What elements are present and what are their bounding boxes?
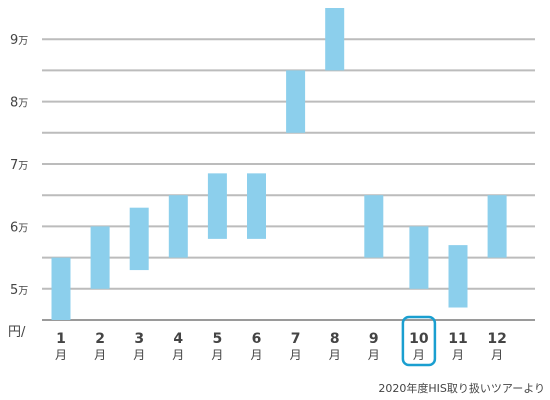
x-tick-month-unit: 月 (329, 348, 341, 362)
x-tick-month-unit: 月 (368, 348, 380, 362)
x-tick-month-number: 9 (369, 331, 379, 347)
highlight-box (401, 315, 437, 367)
range-bar (168, 195, 188, 258)
x-tick-month-unit: 月 (211, 348, 223, 362)
range-bar (409, 226, 429, 289)
y-tick-label: 6万 (10, 220, 28, 235)
range-bar (448, 245, 468, 308)
x-tick-month-unit: 月 (413, 348, 425, 362)
range-bar (325, 8, 345, 71)
x-tick-month-unit: 月 (250, 348, 262, 362)
x-tick-month-number: 3 (134, 331, 144, 347)
x-tick-month-unit: 月 (290, 348, 302, 362)
source-note: 2020年度HIS取り扱いツアーより (378, 381, 545, 395)
x-tick-month-unit: 月 (491, 348, 503, 362)
range-bar (247, 173, 266, 239)
range-bar (286, 70, 306, 133)
y-axis-label: 円/ (8, 325, 26, 340)
x-tick-month-number: 8 (330, 331, 340, 347)
range-bar (487, 195, 507, 258)
range-bar (364, 195, 384, 258)
x-tick-month-number: 11 (448, 331, 467, 347)
x-tick-month-number: 4 (173, 331, 183, 347)
x-tick-month-number: 2 (95, 331, 105, 347)
x-tick-month-number: 10 (409, 331, 429, 347)
y-tick-label: 9万 (10, 33, 28, 48)
y-tick-label: 8万 (10, 96, 28, 111)
range-bar (207, 173, 227, 239)
x-tick-month-unit: 月 (133, 348, 145, 362)
bars (51, 8, 507, 320)
y-tick-label: 7万 (10, 158, 28, 173)
x-tick-month-number: 7 (291, 331, 301, 347)
x-tick-month-unit: 月 (55, 348, 67, 362)
y-axis-ticks: 5万 6万 7万 8万 9万 (10, 33, 28, 298)
y-tick-label: 5万 (10, 283, 28, 298)
highlight-layer (401, 315, 437, 367)
range-bar (129, 207, 149, 271)
x-tick-month-unit: 月 (452, 348, 464, 362)
x-tick-month-number: 12 (487, 331, 506, 347)
range-bar (90, 226, 110, 289)
x-tick-month-number: 5 (213, 331, 223, 347)
x-tick-month-unit: 月 (172, 348, 184, 362)
range-bar (51, 257, 71, 320)
x-tick-month-unit: 月 (94, 348, 106, 362)
x-tick-month-number: 6 (252, 331, 262, 347)
x-tick-month-number: 1 (56, 331, 66, 347)
